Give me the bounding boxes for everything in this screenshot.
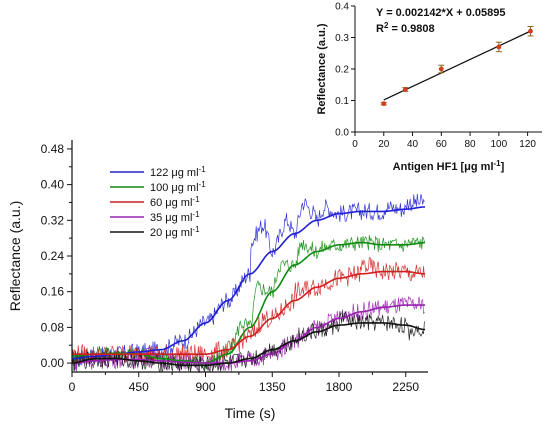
raw-trace-60 <box>71 257 425 364</box>
calibration-point <box>402 87 408 92</box>
inset-fit-line-layer <box>383 30 531 101</box>
inset-x-axis-label: Antigen HF1 [μg ml-1] <box>393 159 505 174</box>
x-tick-label: 450 <box>129 380 149 394</box>
legend-superscript: -1 <box>199 180 207 189</box>
inset-x-tick-label: 80 <box>465 139 477 150</box>
inset-points-layer <box>380 25 534 107</box>
legend-entry-35: 35 μg ml-1 <box>150 210 200 225</box>
fit-curve-layer <box>71 206 426 367</box>
legend-superscript: -1 <box>192 225 200 234</box>
r-squared-value: = 0.9808 <box>388 23 434 35</box>
x-tick-label: 1800 <box>326 380 353 394</box>
legend-value: 35 μg ml <box>150 212 192 224</box>
inset-y-tick-label: 0.4 <box>335 2 349 13</box>
r-squared-superscript: 2 <box>384 21 389 30</box>
calibration-point <box>381 101 387 107</box>
legend-superscript: -1 <box>192 195 200 204</box>
y-tick-label: 0.48 <box>41 142 65 156</box>
fit-curve-20 <box>71 322 426 367</box>
x-tick-label: 2250 <box>392 380 419 394</box>
raw-signal-layer <box>71 193 425 373</box>
fit-curve-122 <box>72 206 426 360</box>
legend-entry-122: 122 μg ml-1 <box>150 165 206 180</box>
main-reflectance-chart: 0 450 900 1350 1800 2250 0.00 0.08 0.16 0.24 0.32 0… <box>7 140 428 421</box>
y-tick-label: 0.00 <box>41 356 65 370</box>
raw-trace-20 <box>71 311 425 373</box>
legend-value: 122 μg ml <box>150 167 199 179</box>
calibration-point <box>496 44 502 50</box>
x-tick-label: 0 <box>69 380 76 394</box>
legend-superscript: -1 <box>199 165 207 174</box>
inset-x-axis-label-main: Antigen HF1 [μg ml <box>393 161 494 173</box>
calibration-point <box>528 28 533 34</box>
main-axes: 0 450 900 1350 1800 2250 0.00 0.08 0.16 0.24 0.32 0… <box>41 140 428 394</box>
inset-y-tick-label: 0.1 <box>335 96 349 107</box>
fit-curve-60 <box>72 270 425 355</box>
inset-x-tick-label: 40 <box>407 139 419 150</box>
inset-y-tick-label: 0.0 <box>335 128 349 139</box>
legend-superscript: -1 <box>192 210 200 219</box>
regression-equation: Y = 0.002142*X + 0.05895 <box>376 7 505 19</box>
inset-x-tick-label: 100 <box>491 139 508 150</box>
inset-x-tick-label: 120 <box>519 139 536 150</box>
y-tick-label: 0.40 <box>41 178 65 192</box>
y-tick-label: 0.32 <box>41 213 65 227</box>
inset-y-axis-label: Reflectance (a.u.) <box>316 23 328 114</box>
r-squared-symbol: R <box>376 23 384 35</box>
x-tick-label: 900 <box>195 380 215 394</box>
raw-trace-35 <box>71 296 425 372</box>
x-axis-label: Time (s) <box>225 405 276 421</box>
raw-trace-122 <box>71 193 425 367</box>
y-tick-label: 0.24 <box>41 249 65 263</box>
r-squared-annotation: R2 = 0.9808 <box>376 21 435 36</box>
y-tick-label: 0.16 <box>41 285 65 299</box>
y-tick-label: 0.08 <box>41 320 65 334</box>
calibration-point <box>438 66 444 72</box>
legend-value: 100 μg ml <box>150 182 199 194</box>
legend-entry-100: 100 μg ml-1 <box>150 180 206 195</box>
y-axis-label: Reflectance (a.u.) <box>7 201 23 312</box>
x-tick-label: 1350 <box>259 380 286 394</box>
inset-x-tick-label: 20 <box>378 139 390 150</box>
legend-value: 20 μg ml <box>150 227 192 239</box>
inset-x-tick-label: 60 <box>436 139 448 150</box>
inset-x-tick-label: 0 <box>352 139 358 150</box>
inset-y-tick-label: 0.2 <box>335 65 349 76</box>
inset-x-axis-label-sup: -1 <box>494 159 502 168</box>
inset-y-tick-label: 0.3 <box>335 33 349 44</box>
legend-value: 60 μg ml <box>150 197 192 209</box>
regression-line <box>383 30 531 101</box>
legend-entry-60: 60 μg ml-1 <box>150 195 200 210</box>
legend-entry-20: 20 μg ml-1 <box>150 225 200 240</box>
inset-calibration-chart: 0 20 40 60 80 100 120 0.0 0.1 0.2 0.3 0.4 Y = 0.002… <box>316 2 542 174</box>
inset-x-axis-label-end: ] <box>501 161 505 173</box>
inset-axes: 0 20 40 60 80 100 120 0.0 0.1 0.2 0.3 0.4 <box>335 2 542 150</box>
